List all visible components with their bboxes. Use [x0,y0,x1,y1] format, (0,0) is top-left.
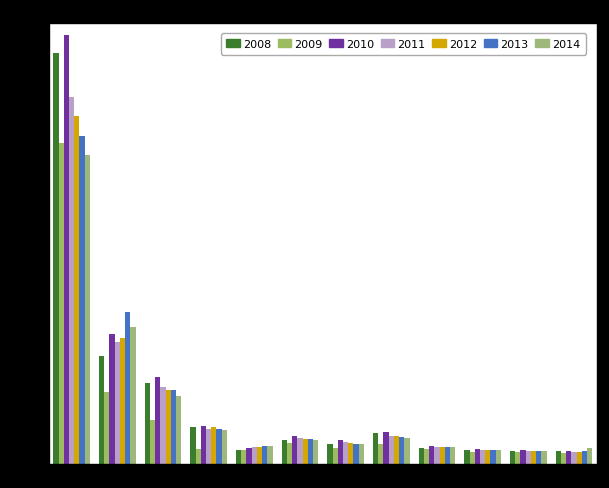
Bar [287,443,292,464]
Bar [384,432,389,464]
Bar [110,335,114,464]
Bar [267,447,272,464]
Bar [69,98,74,464]
Bar [394,436,399,464]
Legend: 2008, 2009, 2010, 2011, 2012, 2013, 2014: 2008, 2009, 2010, 2011, 2012, 2013, 2014 [220,34,586,56]
Bar [338,440,343,464]
Bar [114,343,120,464]
Bar [555,451,561,464]
Bar [211,427,216,464]
Bar [373,433,378,464]
Bar [445,447,450,464]
Bar [328,444,333,464]
Bar [582,451,587,464]
Bar [303,439,308,464]
Bar [252,447,257,464]
Bar [206,429,211,464]
Bar [333,448,338,464]
Bar [222,430,227,464]
Bar [434,447,440,464]
Bar [216,429,222,464]
Bar [475,449,480,464]
Bar [485,450,490,464]
Bar [571,452,577,464]
Bar [150,420,155,464]
Bar [125,312,130,464]
Bar [54,54,58,464]
Bar [470,452,475,464]
Bar [130,327,135,464]
Bar [348,443,353,464]
Bar [353,444,359,464]
Bar [241,450,247,464]
Bar [85,156,90,464]
Bar [521,450,526,464]
Bar [120,339,125,464]
Bar [515,452,521,464]
Bar [74,117,79,464]
Bar [359,444,364,464]
Bar [236,450,241,464]
Bar [424,449,429,464]
Bar [587,448,592,464]
Bar [378,444,384,464]
Bar [536,451,541,464]
Bar [155,378,160,464]
Bar [297,438,303,464]
Bar [201,426,206,464]
Bar [343,442,348,464]
Bar [531,451,536,464]
Bar [541,451,547,464]
Bar [577,452,582,464]
Bar [99,356,104,464]
Bar [190,427,195,464]
Bar [64,36,69,464]
Bar [389,436,394,464]
Bar [171,390,176,464]
Bar [561,453,566,464]
Bar [480,450,485,464]
Bar [292,436,297,464]
Bar [257,447,262,464]
Bar [464,450,470,464]
Bar [308,439,313,464]
Bar [510,451,515,464]
Bar [104,392,110,464]
Bar [404,438,409,464]
Bar [418,448,424,464]
Bar [79,137,85,464]
Bar [313,440,318,464]
Bar [496,450,501,464]
Bar [195,449,201,464]
Bar [566,451,571,464]
Bar [429,447,434,464]
Bar [247,448,252,464]
Bar [399,437,404,464]
Bar [160,387,166,464]
Bar [176,396,181,464]
Bar [144,384,150,464]
Bar [490,450,496,464]
Bar [281,440,287,464]
Bar [440,447,445,464]
Bar [166,390,171,464]
Bar [526,451,531,464]
Bar [450,447,455,464]
Bar [58,143,64,464]
Bar [262,447,267,464]
